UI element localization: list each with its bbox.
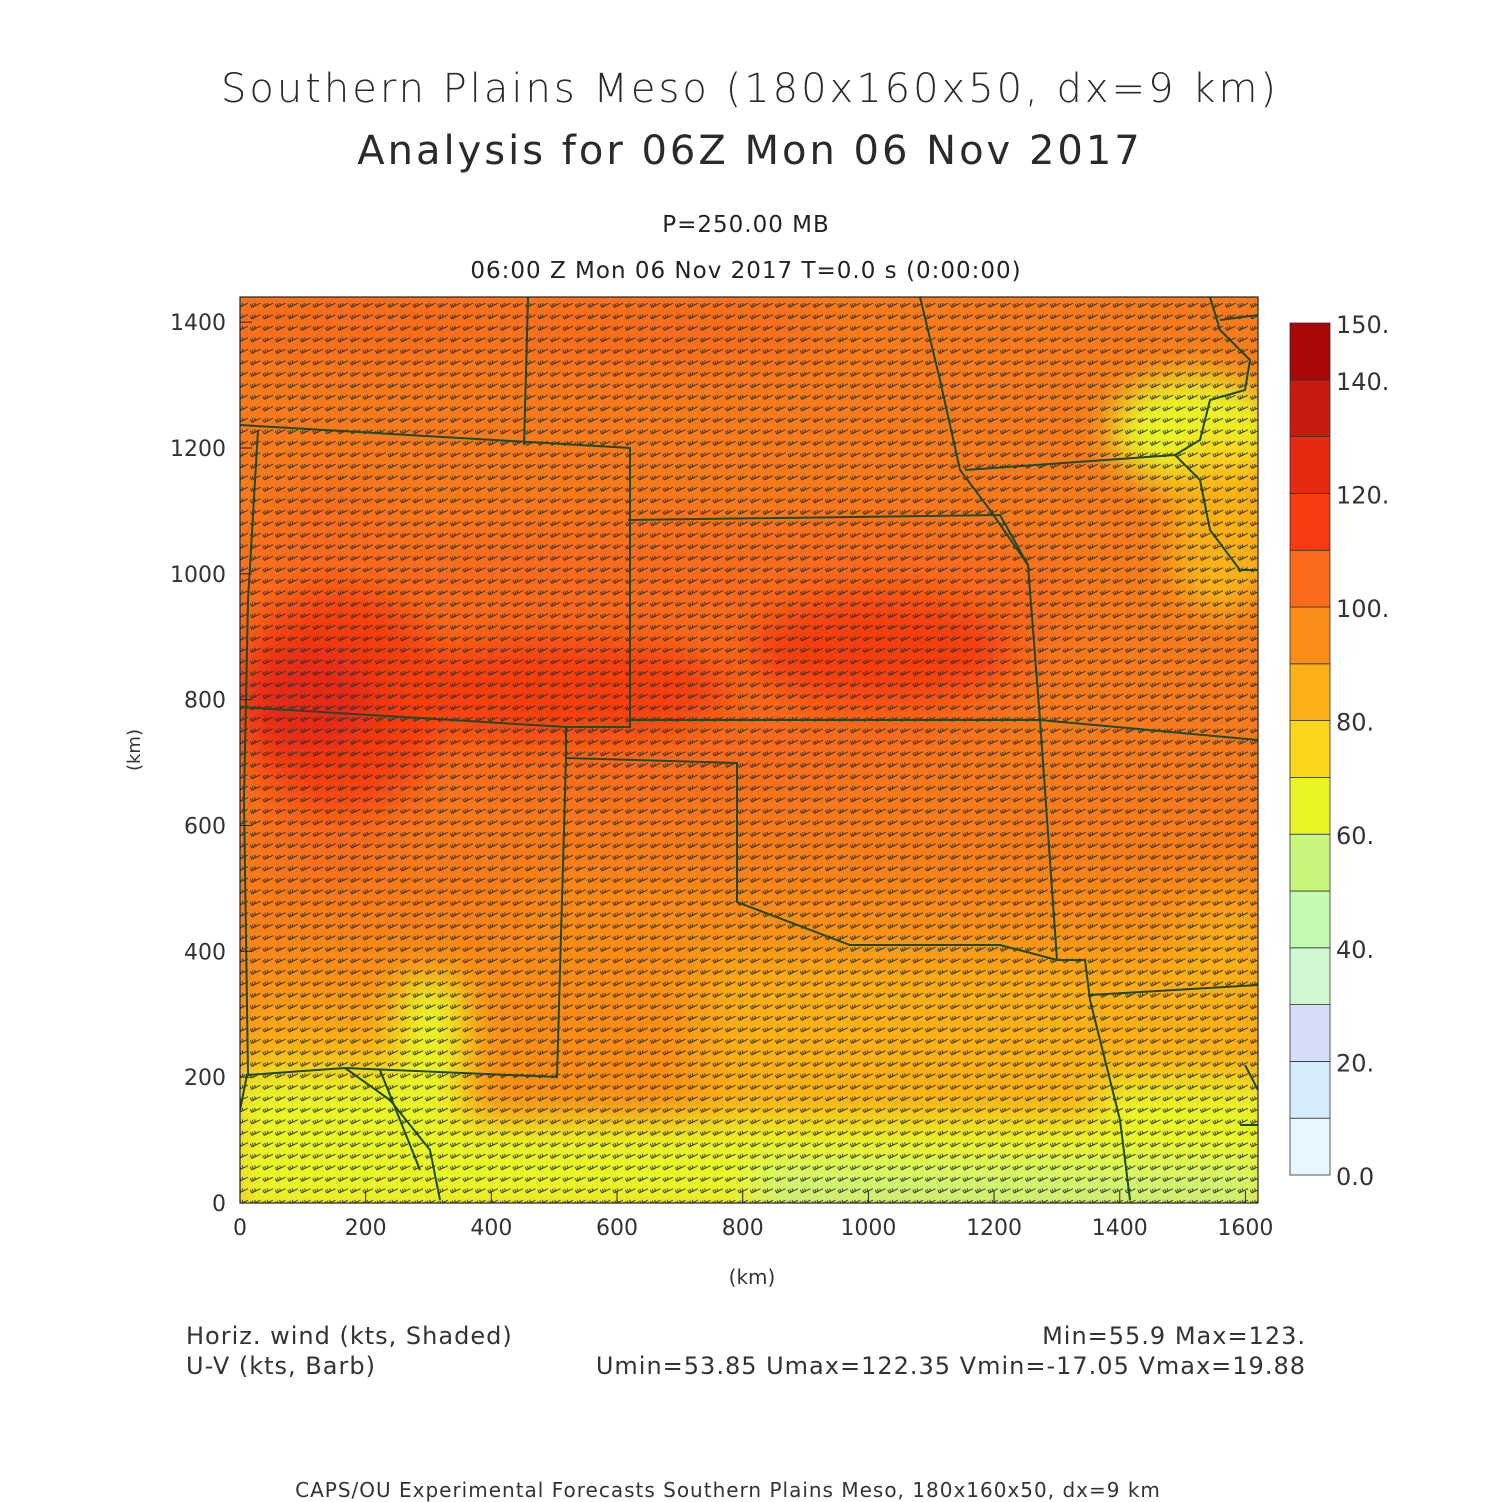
credits-line: CAPS/OU Experimental Forecasts Southern … bbox=[295, 1478, 1161, 1502]
colorbar-bin bbox=[1289, 890, 1331, 949]
wind-speed-shading bbox=[240, 297, 1258, 1203]
colorbar-label: 40. bbox=[1336, 936, 1374, 964]
colorbar-bin bbox=[1289, 720, 1331, 778]
y-tick-label: 0 bbox=[212, 1192, 226, 1217]
x-tick-label: 400 bbox=[470, 1216, 512, 1241]
x-tick-label: 1200 bbox=[966, 1216, 1022, 1241]
x-tick-label: 1000 bbox=[840, 1216, 896, 1241]
y-tick-label: 600 bbox=[184, 815, 226, 840]
state-boundaries bbox=[240, 297, 1258, 1201]
x-tick-label: 600 bbox=[596, 1216, 638, 1241]
shaded-field-label: Horiz. wind (kts, Shaded) bbox=[186, 1322, 513, 1350]
valid-time-label: 06:00 Z Mon 06 Nov 2017 T=0.0 s (0:00:00… bbox=[470, 258, 1022, 284]
x-axis-label: (km) bbox=[729, 1265, 776, 1289]
y-tick-label: 1400 bbox=[170, 311, 226, 336]
wind-barbs bbox=[240, 297, 1258, 1203]
colorbar bbox=[1289, 322, 1331, 1176]
colorbar-bin bbox=[1289, 322, 1331, 381]
y-tick-label: 400 bbox=[184, 940, 226, 965]
y-axis: 0 200 400 600 800 1000 1200 1400 bbox=[170, 311, 252, 1217]
colorbar-bin bbox=[1289, 833, 1331, 892]
x-tick-label: 0 bbox=[233, 1216, 247, 1241]
x-tick-label: 1400 bbox=[1092, 1216, 1148, 1241]
chart-title: Southern Plains Meso (180x160x50, dx=9 k… bbox=[220, 66, 1280, 112]
colorbar-bin bbox=[1289, 1061, 1331, 1119]
colorbar-label: 80. bbox=[1336, 709, 1374, 737]
x-tick-label: 200 bbox=[345, 1216, 387, 1241]
colorbar-bin bbox=[1289, 436, 1331, 494]
colorbar-label: 20. bbox=[1336, 1049, 1374, 1077]
plot-frame bbox=[239, 296, 1259, 1204]
y-tick-label: 1000 bbox=[170, 563, 226, 588]
y-tick-label: 200 bbox=[184, 1066, 226, 1091]
colorbar-label: 120. bbox=[1336, 481, 1389, 509]
colorbar-bin bbox=[1289, 777, 1331, 835]
colorbar-bin bbox=[1289, 1004, 1331, 1062]
y-tick-label: 1200 bbox=[170, 437, 226, 462]
colorbar-bin bbox=[1289, 947, 1331, 1005]
x-tick-label: 800 bbox=[722, 1216, 764, 1241]
chart-subtitle: Analysis for 06Z Mon 06 Nov 2017 bbox=[357, 128, 1143, 174]
colorbar-label: 0.0 bbox=[1336, 1163, 1374, 1191]
colorbar-labels: 0.0 20. 40. 60. 80. 100. 120. 140. 150. bbox=[1336, 311, 1389, 1191]
y-axis-label: (km) bbox=[124, 729, 145, 771]
colorbar-label: 150. bbox=[1336, 311, 1389, 339]
colorbar-bin bbox=[1289, 1117, 1331, 1176]
colorbar-bin bbox=[1289, 663, 1331, 721]
uv-stats: Umin=53.85 Umax=122.35 Vmin=-17.05 Vmax=… bbox=[595, 1352, 1306, 1380]
colorbar-label: 60. bbox=[1336, 822, 1374, 850]
colorbar-bin bbox=[1289, 549, 1331, 608]
colorbar-bin bbox=[1289, 606, 1331, 665]
x-tick-label: 1600 bbox=[1217, 1216, 1273, 1241]
x-axis: 0 200 400 600 800 1000 1200 1400 1600 bbox=[233, 1191, 1273, 1241]
colorbar-label: 100. bbox=[1336, 595, 1389, 623]
colorbar-bin bbox=[1289, 379, 1331, 437]
colorbar-bin bbox=[1289, 492, 1331, 551]
minmax-stats: Min=55.9 Max=123. bbox=[1042, 1322, 1306, 1350]
y-tick-label: 800 bbox=[184, 689, 226, 714]
barb-field-label: U-V (kts, Barb) bbox=[186, 1352, 376, 1380]
pressure-level-label: P=250.00 MB bbox=[662, 212, 830, 238]
colorbar-label: 140. bbox=[1336, 368, 1389, 396]
